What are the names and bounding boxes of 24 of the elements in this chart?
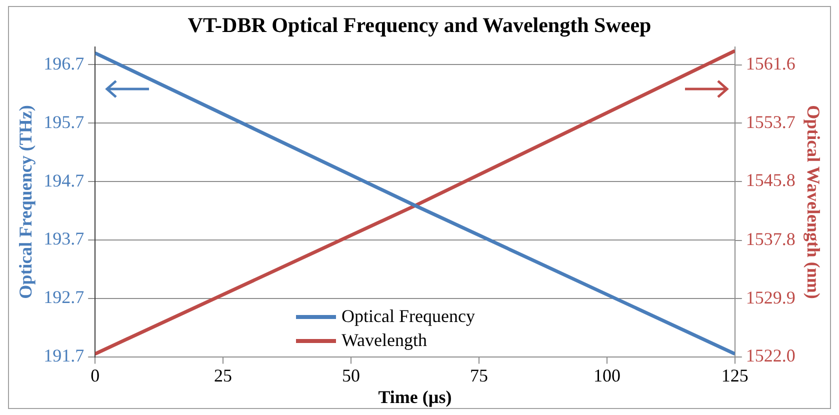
y-axis-title: Optical Frequency (THz) bbox=[15, 105, 36, 299]
x-tick-label: 125 bbox=[721, 365, 748, 386]
y-tick-label: 192.7 bbox=[44, 287, 84, 308]
y-tick-label: 195.7 bbox=[44, 112, 84, 132]
y2-tick-label: 1545.8 bbox=[746, 170, 796, 190]
x-axis-title: Time (µs) bbox=[378, 386, 452, 407]
y-tick-label: 191.7 bbox=[44, 346, 84, 366]
y2-tick-label: 1529.9 bbox=[746, 287, 796, 308]
y2-tick-label: 1561.6 bbox=[746, 54, 796, 74]
x-tick-label: 0 bbox=[90, 365, 100, 386]
legend-label: Optical Frequency bbox=[342, 306, 475, 328]
legend-label: Wavelength bbox=[342, 330, 428, 352]
y2-tick-label: 1553.7 bbox=[746, 112, 796, 132]
x-tick-label: 50 bbox=[342, 365, 360, 386]
y2-tick-label: 1522.0 bbox=[746, 346, 796, 366]
chart-title: VT-DBR Optical Frequency and Wavelength Sweep bbox=[188, 13, 652, 38]
y2-axis-title: Optical Wavelength (nm) bbox=[804, 105, 824, 299]
y-tick-label: 193.7 bbox=[44, 228, 84, 249]
x-tick-label: 25 bbox=[214, 365, 232, 386]
x-tick-label: 75 bbox=[470, 365, 488, 386]
y2-tick-label: 1537.8 bbox=[746, 229, 796, 250]
x-tick-label: 100 bbox=[593, 365, 620, 386]
y-tick-label: 194.7 bbox=[44, 170, 84, 190]
y-tick-label: 196.7 bbox=[44, 53, 84, 74]
